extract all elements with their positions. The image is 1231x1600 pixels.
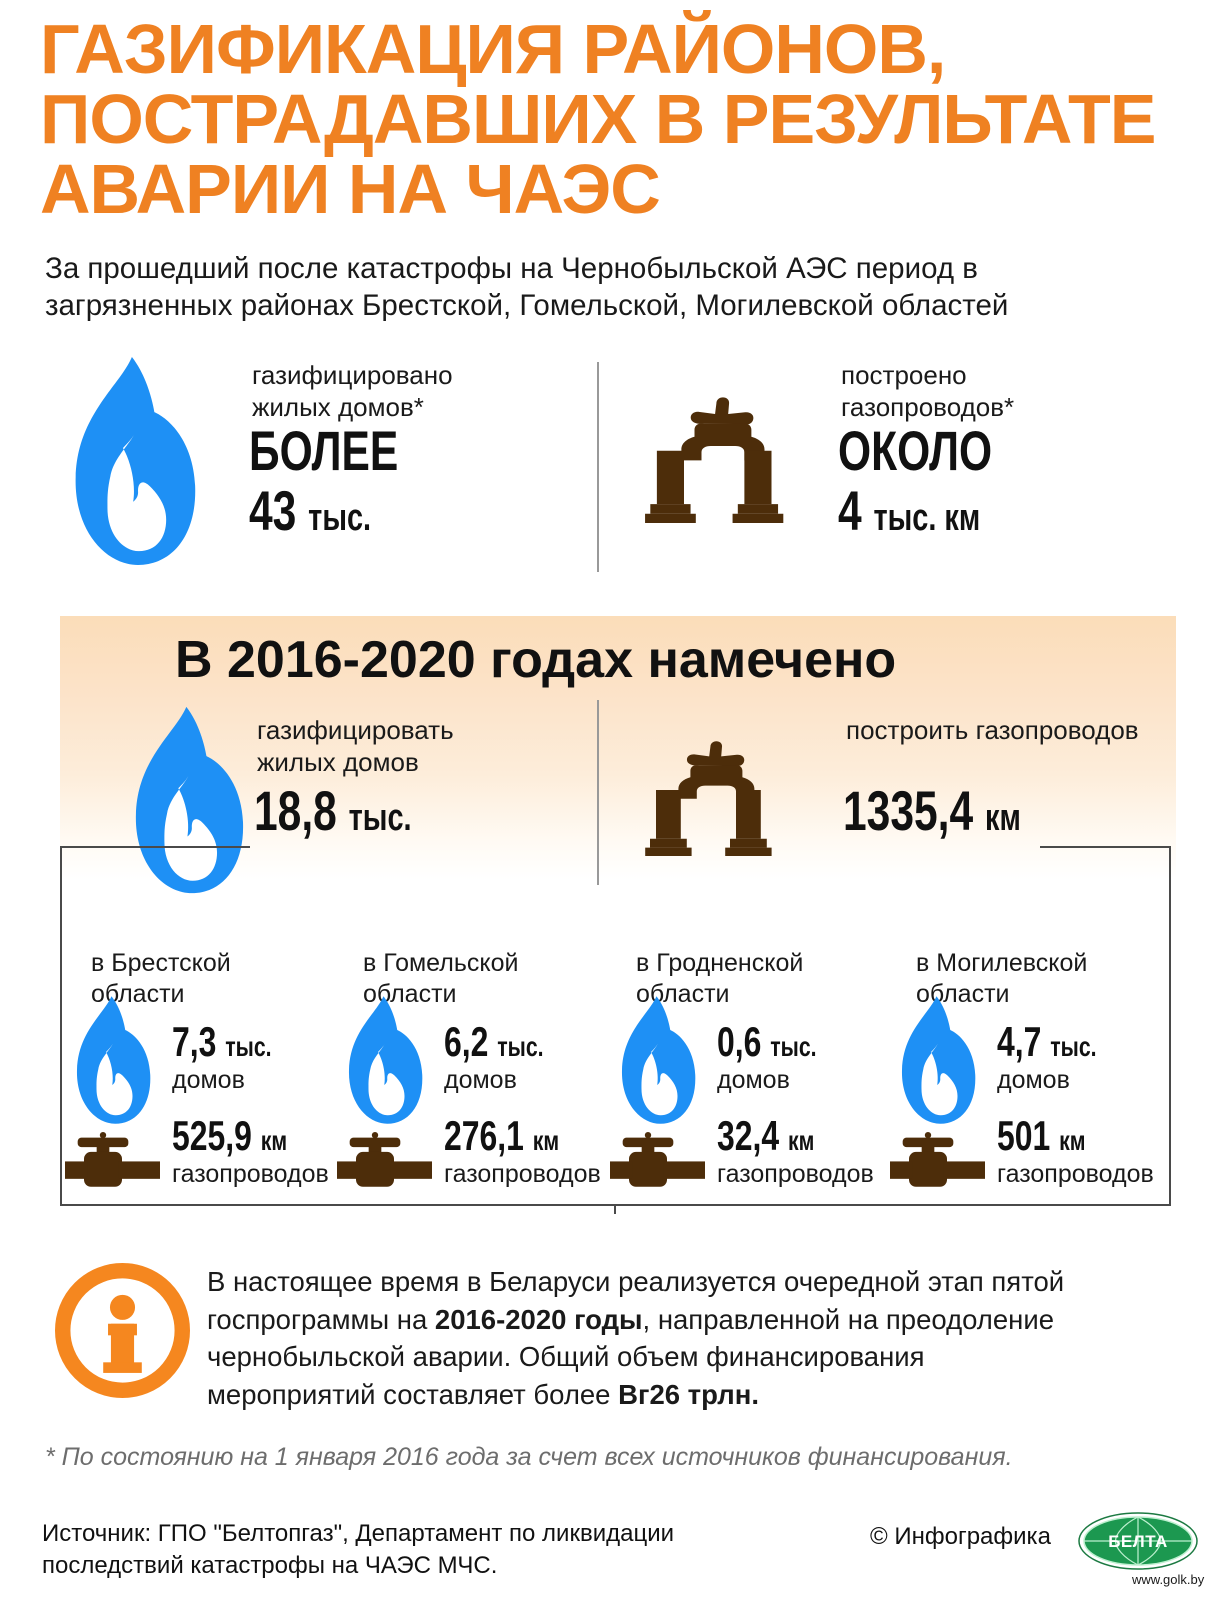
svg-text:БЕЛТА: БЕЛТА xyxy=(1108,1532,1168,1551)
